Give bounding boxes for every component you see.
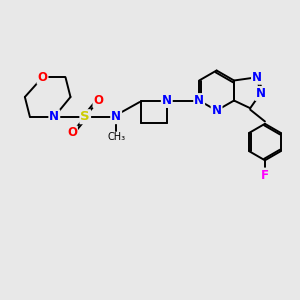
- Text: N: N: [162, 94, 172, 107]
- Text: F: F: [261, 169, 269, 182]
- Text: N: N: [49, 110, 59, 123]
- Text: O: O: [94, 94, 103, 107]
- Text: N: N: [252, 71, 262, 84]
- Text: N: N: [212, 104, 222, 117]
- Text: N: N: [194, 94, 204, 107]
- Text: S: S: [80, 110, 90, 123]
- Text: O: O: [38, 71, 47, 84]
- Text: CH₃: CH₃: [107, 132, 125, 142]
- Text: O: O: [67, 126, 77, 140]
- Text: N: N: [111, 110, 121, 123]
- Text: N: N: [256, 87, 266, 100]
